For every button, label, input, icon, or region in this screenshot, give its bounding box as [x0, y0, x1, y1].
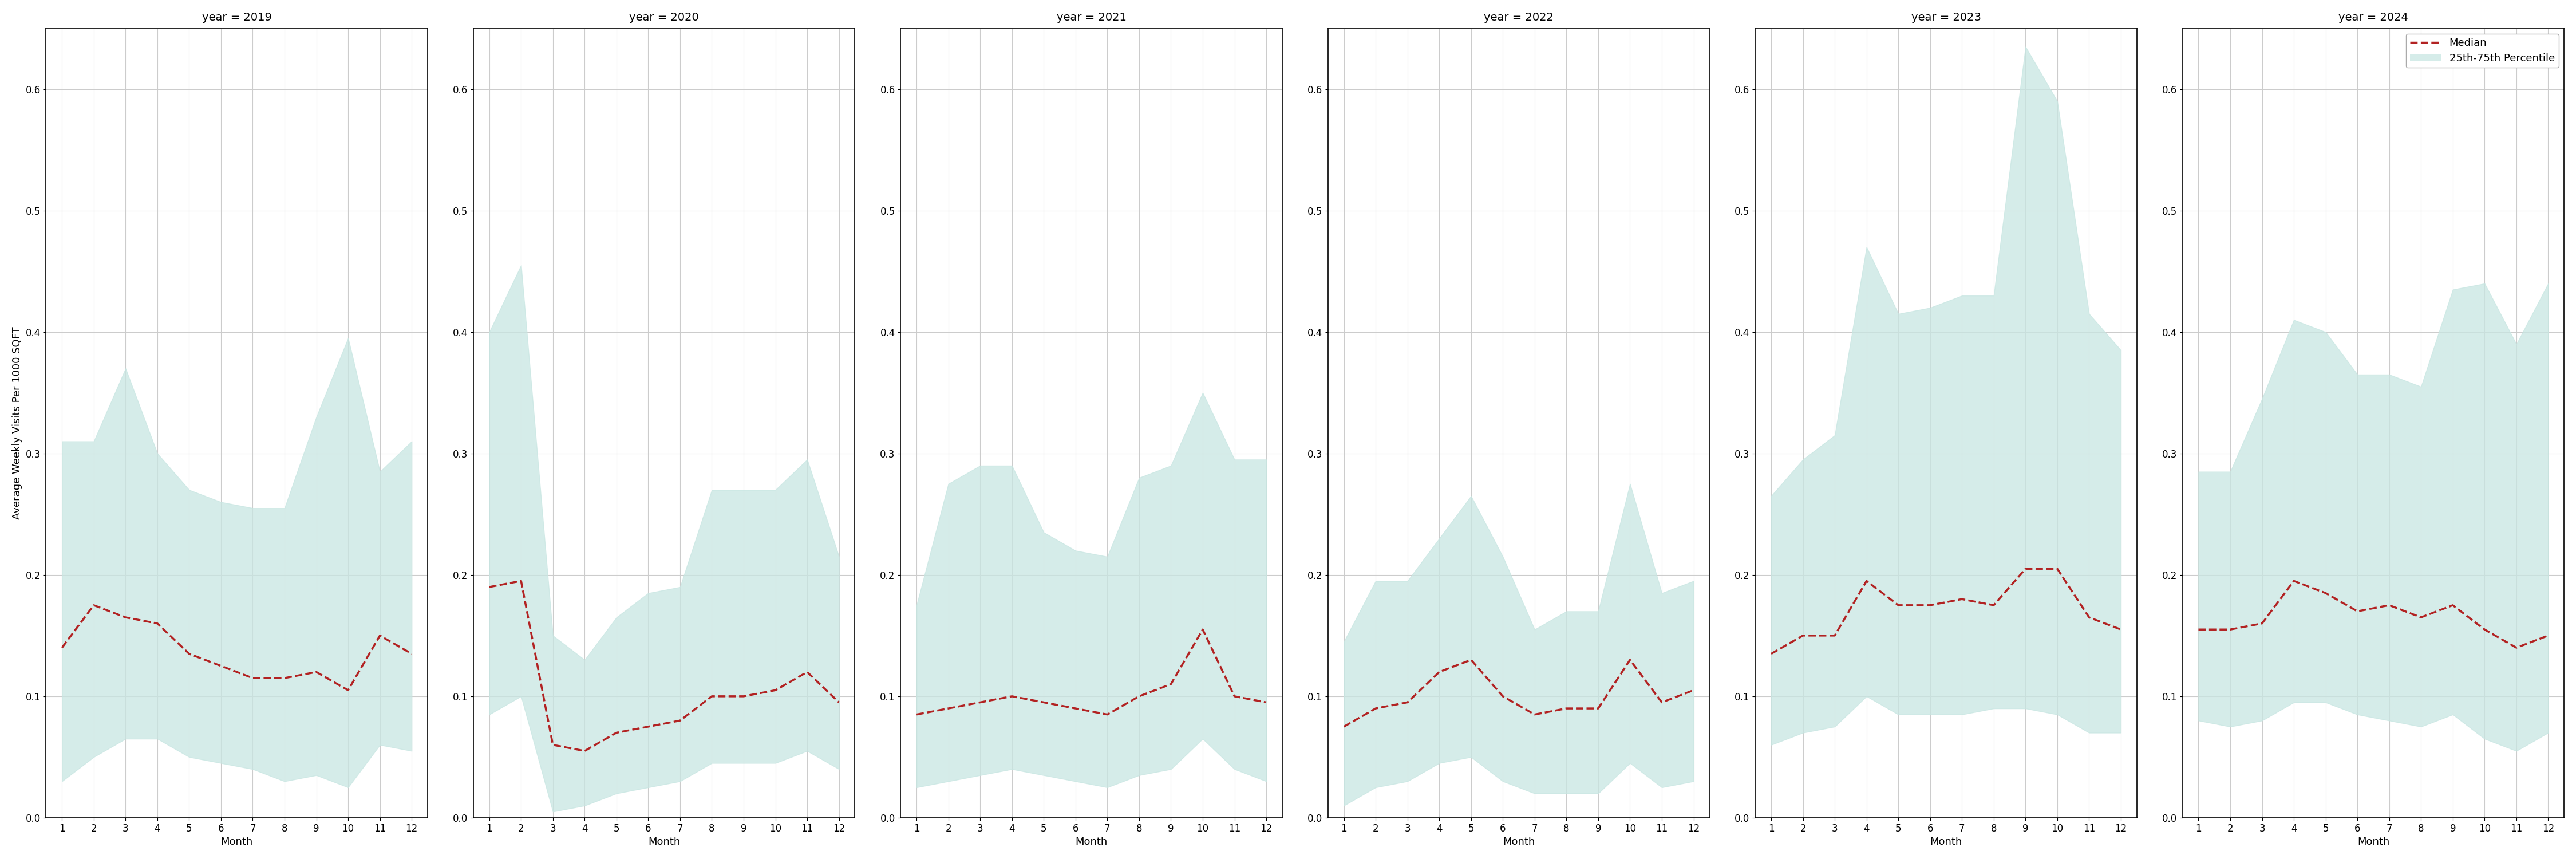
Median [1455, 655, 1486, 665]
Median [363, 631, 394, 641]
Median [1520, 710, 1551, 720]
Median [1551, 704, 1582, 714]
Line: Median: Median [917, 630, 1267, 715]
Median [142, 618, 173, 629]
Median [1218, 691, 1249, 702]
Median [1615, 655, 1646, 665]
Median [634, 722, 665, 732]
Median [77, 600, 108, 611]
Median [2311, 588, 2342, 598]
Median [696, 691, 726, 702]
Median [1391, 698, 1422, 708]
Median [46, 643, 77, 653]
X-axis label: Month: Month [222, 837, 252, 847]
Median [1646, 698, 1677, 708]
Median [1188, 624, 1218, 635]
Title: year = 2024: year = 2024 [2339, 12, 2409, 23]
Median [2437, 600, 2468, 611]
Median [569, 746, 600, 756]
Title: year = 2022: year = 2022 [1484, 12, 1553, 23]
Line: Median: Median [62, 606, 412, 691]
Title: year = 2021: year = 2021 [1056, 12, 1126, 23]
Median [397, 649, 428, 659]
Median [1819, 631, 1850, 641]
Median [1329, 722, 1360, 732]
Median [2215, 624, 2246, 635]
Median [600, 728, 631, 738]
Median [1883, 600, 1914, 611]
Median [729, 691, 760, 702]
Median [1061, 704, 1092, 714]
Median [1757, 649, 1788, 659]
Median [791, 667, 822, 677]
Median [760, 685, 791, 696]
Median [332, 685, 363, 696]
Median [1788, 631, 1819, 641]
X-axis label: Month: Month [2357, 837, 2391, 847]
Median [2532, 631, 2563, 641]
Median [1852, 576, 1883, 586]
X-axis label: Month: Month [1074, 837, 1108, 847]
Median [2074, 612, 2105, 623]
Median [2182, 624, 2213, 635]
Median [1123, 691, 1154, 702]
Median [1252, 698, 1283, 708]
Median [824, 698, 855, 708]
Median [173, 649, 204, 659]
Median [1978, 600, 2009, 611]
X-axis label: Month: Month [1929, 837, 1963, 847]
Median [2009, 564, 2040, 574]
Median [1425, 667, 1455, 677]
Median [2501, 643, 2532, 653]
Median [1028, 698, 1059, 708]
Median [2105, 624, 2136, 635]
Median [1486, 691, 1517, 702]
Title: year = 2023: year = 2023 [1911, 12, 1981, 23]
Median [963, 698, 994, 708]
Median [997, 691, 1028, 702]
Median [2406, 612, 2437, 623]
Title: year = 2019: year = 2019 [201, 12, 270, 23]
Median [933, 704, 963, 714]
Median [2043, 564, 2074, 574]
Median [538, 740, 569, 750]
Median [301, 667, 332, 677]
Median [111, 612, 142, 623]
Median [1947, 594, 1978, 604]
Median [1677, 685, 1708, 696]
Line: Median: Median [489, 581, 840, 751]
X-axis label: Month: Month [649, 837, 680, 847]
Median [665, 716, 696, 726]
Median [1092, 710, 1123, 720]
Legend: Median, 25th-75th Percentile: Median, 25th-75th Percentile [2406, 34, 2558, 68]
Median [2342, 606, 2372, 617]
Line: Median: Median [2197, 581, 2548, 648]
Median [237, 673, 268, 683]
Median [2246, 618, 2277, 629]
Y-axis label: Average Weekly Visits Per 1000 SQFT: Average Weekly Visits Per 1000 SQFT [13, 326, 23, 520]
Median [1157, 679, 1188, 689]
Median [902, 710, 933, 720]
Median [2470, 624, 2501, 635]
Median [505, 576, 536, 586]
Line: Median: Median [1772, 569, 2120, 654]
Median [268, 673, 299, 683]
Median [1360, 704, 1391, 714]
Median [1914, 600, 1945, 611]
Line: Median: Median [1345, 660, 1692, 727]
X-axis label: Month: Month [1502, 837, 1535, 847]
Title: year = 2020: year = 2020 [629, 12, 698, 23]
Median [2277, 576, 2308, 586]
Median [474, 582, 505, 592]
Median [2372, 600, 2403, 611]
Median [1582, 704, 1613, 714]
Median [206, 661, 237, 671]
